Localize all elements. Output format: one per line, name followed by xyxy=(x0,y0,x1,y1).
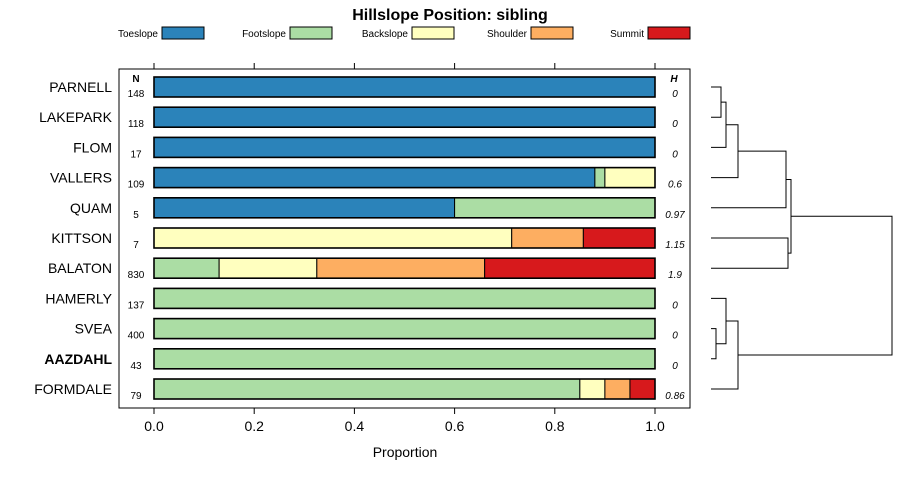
x-axis-title: Proportion xyxy=(373,444,438,460)
h-value-quam: 0.97 xyxy=(665,210,685,221)
legend-swatch-backslope xyxy=(411,26,455,40)
bar-segment-hamerly-footslope xyxy=(153,287,656,309)
bar-segment-formdale-backslope xyxy=(579,378,606,400)
h-value-formdale: 0.86 xyxy=(665,391,685,402)
n-value-quam: 5 xyxy=(133,210,139,221)
bar-segment-kittson-summit xyxy=(582,227,656,249)
n-value-kittson: 7 xyxy=(133,240,139,251)
legend-swatch-shoulder xyxy=(530,26,574,40)
bar-outline-lakepark xyxy=(153,106,656,128)
row-label-aazdahl: AAZDAHL xyxy=(44,351,112,367)
h-value-vallers: 0.6 xyxy=(668,180,682,191)
h-value-flom: 0 xyxy=(672,149,678,160)
bar-segment-vallers-backslope xyxy=(604,167,656,189)
row-label-vallers: VALLERS xyxy=(50,170,112,186)
bar-outline-formdale xyxy=(153,378,656,400)
bar-outline-parnell xyxy=(153,76,656,98)
n-value-aazdahl: 43 xyxy=(130,361,142,372)
dendrogram-link xyxy=(738,215,893,356)
n-value-hamerly: 137 xyxy=(128,300,145,311)
bar-outline-aazdahl xyxy=(153,347,656,370)
bar-segment-quam-toeslope xyxy=(153,197,456,219)
legend-label-backslope: Backslope xyxy=(362,29,409,40)
h-value-parnell: 0 xyxy=(672,89,678,100)
n-value-balaton: 830 xyxy=(128,270,145,281)
bar-segment-aazdahl-footslope xyxy=(153,348,656,370)
h-value-svea: 0 xyxy=(672,331,678,342)
h-value-kittson: 1.15 xyxy=(665,240,685,251)
row-label-hamerly: HAMERLY xyxy=(45,290,112,306)
row-label-svea: SVEA xyxy=(75,321,113,337)
legend-swatch-summit xyxy=(647,26,691,40)
bar-rows: PARNELL 148 0 LAKEPARK 118 0 FLOM 17 0 VALLERS 109… xyxy=(34,76,685,402)
x-tick-label: 0.2 xyxy=(244,418,264,434)
bar-outline-svea xyxy=(153,317,656,340)
legend-label-footslope: Footslope xyxy=(242,29,286,40)
row-label-balaton: BALATON xyxy=(48,260,112,276)
x-tick-label: 0.8 xyxy=(545,418,565,434)
legend-label-shoulder: Shoulder xyxy=(487,29,528,40)
n-value-formdale: 79 xyxy=(130,391,142,402)
bar-segment-balaton-summit xyxy=(484,257,656,279)
legend-label-toeslope: Toeslope xyxy=(118,29,158,40)
x-tick-label: 0.4 xyxy=(345,418,365,434)
bar-outline-flom xyxy=(153,136,656,159)
bar-outline-quam xyxy=(153,197,656,219)
bar-segment-parnell-toeslope xyxy=(153,76,656,98)
bar-segment-formdale-footslope xyxy=(153,378,581,400)
plot-frame xyxy=(118,68,691,409)
n-value-svea: 400 xyxy=(128,331,145,342)
bar-segment-balaton-shoulder xyxy=(316,257,486,279)
n-value-lakepark: 118 xyxy=(128,119,144,130)
chart-title: Hillslope Position: sibling xyxy=(352,7,548,24)
bar-segment-kittson-backslope xyxy=(153,227,513,249)
h-value-aazdahl: 0 xyxy=(672,361,678,372)
row-label-kittson: KITTSON xyxy=(51,230,112,246)
legend-swatch-footslope xyxy=(289,26,333,40)
bar-segment-vallers-footslope xyxy=(594,167,606,189)
x-tick-label: 0.0 xyxy=(144,418,164,434)
axes: 0.0 0.2 0.4 0.6 0.8 1.0 xyxy=(144,63,665,434)
bar-outline-kittson xyxy=(153,227,656,249)
bar-outline-balaton xyxy=(153,257,656,280)
h-value-balaton: 1.9 xyxy=(668,270,682,281)
bar-segment-formdale-shoulder xyxy=(604,378,631,400)
bar-outline-hamerly xyxy=(153,287,656,310)
h-value-hamerly: 0 xyxy=(672,300,678,311)
row-label-quam: QUAM xyxy=(70,200,112,216)
bar-segment-quam-footslope xyxy=(454,197,656,219)
row-label-lakepark: LAKEPARK xyxy=(39,109,113,125)
legend-label-summit: Summit xyxy=(610,29,644,40)
bar-segment-flom-toeslope xyxy=(153,136,656,158)
legend-swatch-toeslope xyxy=(161,26,205,40)
dendrogram xyxy=(711,86,893,390)
bar-segment-lakepark-toeslope xyxy=(153,106,656,128)
bar-segment-balaton-backslope xyxy=(218,257,318,279)
bar-outline-vallers xyxy=(153,166,656,189)
x-tick-label: 1.0 xyxy=(645,418,665,434)
bar-segment-kittson-shoulder xyxy=(511,227,584,249)
bar-segment-vallers-toeslope xyxy=(153,167,596,189)
h-value-lakepark: 0 xyxy=(672,119,678,130)
n-column-header: N xyxy=(132,74,139,85)
n-value-flom: 17 xyxy=(130,149,142,160)
bar-segment-balaton-footslope xyxy=(153,257,220,279)
bar-segment-svea-footslope xyxy=(153,318,656,340)
row-label-parnell: PARNELL xyxy=(49,79,112,95)
n-value-vallers: 109 xyxy=(128,180,145,191)
row-label-formdale: FORMDALE xyxy=(34,381,112,397)
row-label-flom: FLOM xyxy=(73,139,112,155)
x-tick-label: 0.6 xyxy=(445,418,465,434)
h-column-header: H xyxy=(670,74,678,85)
bar-segment-formdale-summit xyxy=(629,378,656,400)
legend: Toeslope Footslope Backslope Shoulder Summit xyxy=(118,26,691,40)
n-value-parnell: 148 xyxy=(128,89,145,100)
